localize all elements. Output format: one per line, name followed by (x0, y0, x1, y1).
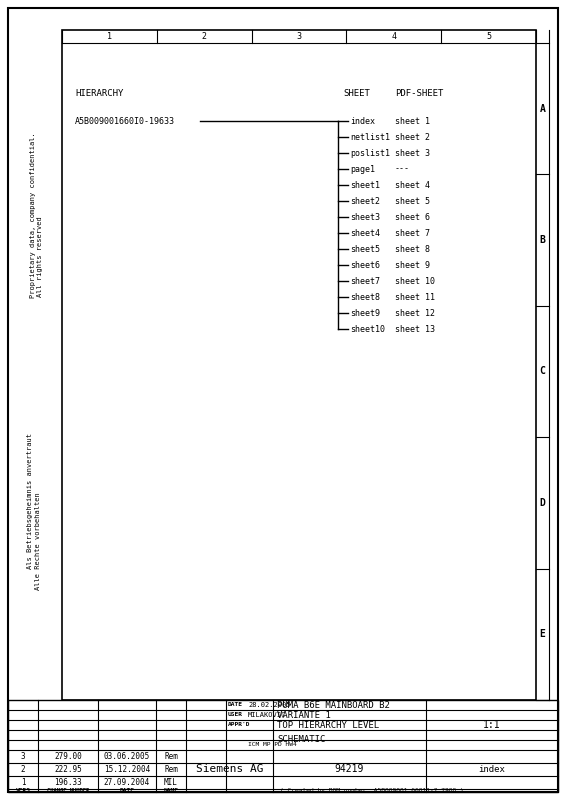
Text: Als Betriebsgeheimnis anvertraut: Als Betriebsgeheimnis anvertraut (27, 433, 33, 569)
Text: VARIANTE 1: VARIANTE 1 (277, 710, 331, 719)
Text: sheet 1: sheet 1 (395, 117, 430, 126)
Text: sheet 8: sheet 8 (395, 245, 430, 254)
Text: MIL: MIL (164, 778, 178, 787)
Text: sheet 4: sheet 4 (395, 181, 430, 190)
Text: A5B009001660I0-19633: A5B009001660I0-19633 (75, 117, 175, 126)
Text: index: index (350, 117, 375, 126)
Text: sheet 6: sheet 6 (395, 213, 430, 222)
Text: 27.09.2004: 27.09.2004 (104, 778, 150, 787)
Text: 196.33: 196.33 (54, 778, 82, 787)
Text: 1:1: 1:1 (483, 720, 501, 730)
Text: ( Created by BOM number: A5B009001 66011-2 7900 ): ( Created by BOM number: A5B009001 66011… (280, 788, 464, 793)
Text: sheet 11: sheet 11 (395, 293, 435, 302)
Text: 03.06.2005: 03.06.2005 (104, 752, 150, 761)
Text: MILAKOVIC: MILAKOVIC (248, 712, 286, 718)
Text: Rem: Rem (164, 752, 178, 761)
Text: TOP HIERARCHY LEVEL: TOP HIERARCHY LEVEL (277, 721, 379, 730)
Text: 2: 2 (201, 32, 207, 41)
Text: SCHEMATIC: SCHEMATIC (277, 735, 325, 745)
Text: sheet 13: sheet 13 (395, 325, 435, 334)
Text: 94219: 94219 (335, 765, 364, 774)
Text: 222.95: 222.95 (54, 765, 82, 774)
Text: 4: 4 (391, 32, 396, 41)
Text: sheet 12: sheet 12 (395, 309, 435, 318)
Text: APPR'D: APPR'D (228, 722, 251, 727)
Text: sheet5: sheet5 (350, 245, 380, 254)
Text: B: B (539, 235, 546, 245)
Text: sheet 5: sheet 5 (395, 197, 430, 206)
Text: D: D (539, 498, 546, 508)
Text: 3: 3 (21, 752, 25, 761)
Bar (62, 30, 536, 700)
Text: PDF-SHEET: PDF-SHEET (395, 89, 443, 98)
Text: 279.00: 279.00 (54, 752, 82, 761)
Text: 5: 5 (486, 32, 491, 41)
Text: DATE: DATE (228, 702, 243, 707)
Text: sheet8: sheet8 (350, 293, 380, 302)
Text: page1: page1 (350, 165, 375, 174)
Text: 2: 2 (21, 765, 25, 774)
Text: sheet9: sheet9 (350, 309, 380, 318)
Text: poslist1: poslist1 (350, 149, 390, 158)
Text: sheet6: sheet6 (350, 261, 380, 270)
Text: sheet 2: sheet 2 (395, 133, 430, 142)
Text: C: C (539, 366, 546, 377)
Text: sheet3: sheet3 (350, 213, 380, 222)
Text: NAME: NAME (164, 788, 178, 793)
Text: 15.12.2004: 15.12.2004 (104, 765, 150, 774)
Text: index: index (479, 765, 505, 774)
Text: E: E (539, 630, 546, 639)
Text: SHEET: SHEET (343, 89, 370, 98)
Text: Siemens AG: Siemens AG (196, 765, 263, 774)
Text: sheet 3: sheet 3 (395, 149, 430, 158)
Text: USER: USER (228, 713, 243, 718)
Text: 1: 1 (21, 778, 25, 787)
Text: HIERARCHY: HIERARCHY (75, 89, 123, 98)
Bar (8, 700, 558, 792)
Text: DATE: DATE (119, 788, 135, 793)
Text: CHANGE NUMBER: CHANGE NUMBER (47, 788, 89, 793)
Text: sheet10: sheet10 (350, 325, 385, 334)
Text: Proprietary data, company confidential.: Proprietary data, company confidential. (30, 132, 36, 298)
Text: ICM MP PD HW4: ICM MP PD HW4 (248, 742, 297, 747)
Text: sheet 9: sheet 9 (395, 261, 430, 270)
Text: ---: --- (395, 165, 410, 174)
Text: 1: 1 (107, 32, 112, 41)
Text: netlist1: netlist1 (350, 133, 390, 142)
Text: Rem: Rem (164, 765, 178, 774)
Text: 28.02.2005: 28.02.2005 (248, 702, 290, 708)
Text: A: A (539, 104, 546, 114)
Text: 3: 3 (297, 32, 302, 41)
Text: sheet1: sheet1 (350, 181, 380, 190)
Text: VERS: VERS (15, 788, 31, 793)
Text: PUMA B6E MAINBOARD B2: PUMA B6E MAINBOARD B2 (277, 701, 390, 710)
Text: sheet 7: sheet 7 (395, 229, 430, 238)
Text: sheet2: sheet2 (350, 197, 380, 206)
Text: Alle Rechte vorbehalten: Alle Rechte vorbehalten (35, 492, 41, 590)
Text: All rights reserved: All rights reserved (37, 217, 43, 298)
Text: sheet7: sheet7 (350, 277, 380, 286)
Text: sheet4: sheet4 (350, 229, 380, 238)
Text: sheet 10: sheet 10 (395, 277, 435, 286)
